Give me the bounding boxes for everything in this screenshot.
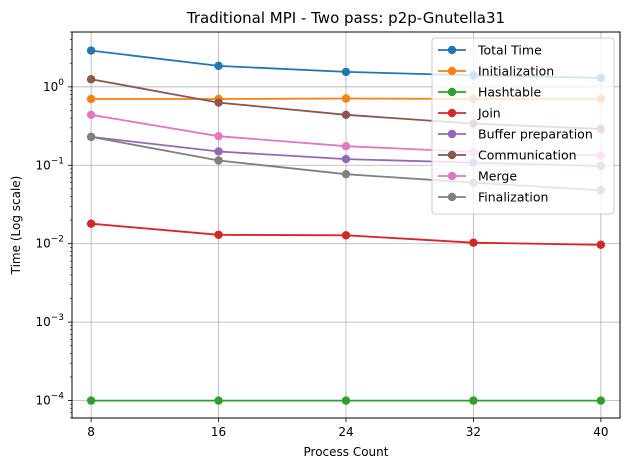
data-point bbox=[86, 396, 96, 405]
x-tick-label: 32 bbox=[466, 425, 481, 439]
data-point bbox=[341, 169, 351, 179]
x-axis-ticks: 8 16 24 32 40 bbox=[87, 418, 609, 439]
data-point bbox=[341, 396, 351, 405]
legend-item: Buffer preparation bbox=[438, 127, 593, 142]
legend-item: Total Time bbox=[438, 43, 542, 58]
legend-label: Join bbox=[477, 106, 501, 121]
x-tick-label: 8 bbox=[87, 425, 95, 439]
data-point bbox=[214, 156, 223, 165]
legend-marker bbox=[447, 45, 457, 55]
data-point bbox=[341, 94, 351, 103]
data-point bbox=[214, 131, 223, 141]
legend-label: Merge bbox=[478, 169, 517, 184]
data-point bbox=[596, 396, 606, 405]
legend-item: Merge bbox=[438, 169, 517, 184]
data-point bbox=[341, 67, 351, 77]
x-tick-label: 24 bbox=[338, 425, 353, 439]
legend-marker bbox=[447, 150, 457, 160]
legend-item: Join bbox=[438, 106, 501, 121]
chart-title: Traditional MPI - Two pass: p2p-Gnutella… bbox=[186, 9, 505, 27]
legend-item: Communication bbox=[438, 148, 577, 163]
y-axis-ticks: 10−4 10−3 10−2 10−1 100 bbox=[35, 31, 72, 419]
x-tick-label: 40 bbox=[593, 425, 608, 439]
legend-label: Hashtable bbox=[478, 85, 541, 100]
x-axis-label: Process Count bbox=[304, 445, 389, 459]
series-hashtable bbox=[86, 396, 606, 405]
data-point bbox=[86, 110, 96, 119]
data-point bbox=[86, 94, 96, 104]
legend: Total Time Initialization Hashtable Join Buf… bbox=[431, 37, 615, 215]
y-tick-label: 10−1 bbox=[35, 156, 64, 172]
legend-box bbox=[431, 37, 615, 215]
legend-label: Total Time bbox=[477, 43, 542, 58]
data-point bbox=[86, 132, 96, 142]
data-point bbox=[86, 219, 96, 228]
legend-marker bbox=[447, 129, 457, 139]
x-tick-label: 16 bbox=[211, 425, 226, 439]
legend-label: Communication bbox=[478, 148, 577, 163]
legend-item: Finalization bbox=[438, 190, 548, 205]
legend-item: Initialization bbox=[438, 64, 554, 79]
legend-item: Hashtable bbox=[438, 85, 541, 100]
legend-label: Finalization bbox=[478, 190, 548, 205]
legend-marker bbox=[447, 192, 457, 202]
y-tick-label: 10−3 bbox=[35, 313, 64, 329]
y-tick-label: 100 bbox=[43, 78, 64, 94]
data-point bbox=[469, 238, 478, 247]
y-axis-label: Time (Log scale) bbox=[9, 176, 23, 276]
data-point bbox=[341, 231, 351, 240]
legend-label: Buffer preparation bbox=[478, 127, 593, 142]
legend-marker bbox=[447, 87, 457, 97]
data-point bbox=[86, 75, 96, 84]
legend-marker bbox=[447, 171, 457, 181]
data-point bbox=[214, 147, 223, 156]
data-point bbox=[86, 46, 96, 55]
data-point bbox=[596, 240, 606, 249]
legend-marker bbox=[447, 108, 457, 118]
data-point bbox=[214, 396, 223, 405]
y-tick-label: 10−4 bbox=[35, 392, 64, 408]
legend-label: Initialization bbox=[478, 64, 554, 79]
series-join bbox=[86, 219, 606, 249]
data-point bbox=[214, 230, 223, 239]
data-point bbox=[341, 142, 351, 151]
data-point bbox=[341, 110, 351, 119]
data-point bbox=[214, 61, 223, 71]
data-point bbox=[469, 396, 478, 405]
legend-marker bbox=[447, 66, 457, 76]
data-point bbox=[214, 98, 223, 107]
y-tick-label: 10−2 bbox=[35, 235, 64, 251]
data-point bbox=[341, 154, 351, 164]
